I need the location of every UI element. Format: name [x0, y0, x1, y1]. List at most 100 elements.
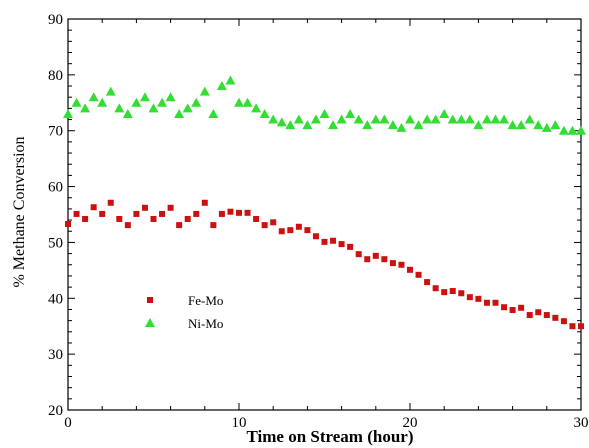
data-points [63, 75, 586, 330]
ni-mo-point [165, 92, 176, 102]
fe-mo-point [407, 266, 413, 273]
fe-mo-point [210, 222, 217, 229]
ni-mo-point [80, 103, 91, 113]
fe-mo-point [193, 210, 200, 217]
x-axis-label: Time on Stream (hour) [246, 427, 413, 446]
ni-mo-point [63, 108, 73, 118]
fe-mo-point [330, 237, 337, 244]
fe-mo-point [424, 279, 431, 286]
fe-mo-point [381, 256, 388, 263]
legend: Fe-Mo Ni-Mo [145, 293, 223, 331]
fe-mo-point [535, 309, 542, 316]
ni-mo-point [507, 120, 518, 130]
fe-mo-point [107, 199, 114, 206]
ni-mo-point [139, 92, 150, 102]
ni-mo-point [550, 120, 561, 130]
ni-mo-point [319, 108, 330, 118]
fe-mo-point [518, 304, 525, 311]
ni-mo-point [174, 108, 185, 118]
fe-mo-point [501, 304, 508, 311]
fe-mo-point [338, 241, 345, 248]
fe-mo-point [441, 289, 448, 296]
fe-mo-point [526, 312, 533, 319]
fe-mo-point [244, 209, 251, 216]
ni-mo-point [447, 114, 458, 124]
fe-mo-point [449, 288, 456, 295]
ni-mo-point [499, 114, 510, 124]
fe-mo-point [287, 227, 294, 234]
y-tick-label: 40 [48, 291, 63, 307]
y-tick-label: 80 [48, 68, 63, 84]
fe-mo-point [124, 222, 131, 229]
y-tick-label: 30 [48, 347, 63, 363]
ni-mo-point [336, 114, 347, 124]
legend-label-ni-mo: Ni-Mo [188, 316, 223, 331]
ni-mo-point [362, 120, 373, 130]
ni-mo-point [157, 97, 168, 107]
ni-mo-point [88, 92, 99, 102]
ni-mo-point [208, 108, 219, 118]
fe-mo-point [304, 227, 311, 234]
fe-mo-point [141, 204, 148, 211]
x-tick-label: 30 [574, 415, 589, 431]
ni-mo-point [234, 97, 244, 107]
fe-mo-point [236, 209, 242, 216]
ni-mo-point [524, 114, 535, 124]
fe-mo-point [65, 220, 71, 227]
fe-mo-point [364, 256, 371, 263]
ni-mo-point [370, 114, 381, 124]
ni-mo-point [576, 125, 586, 135]
ni-mo-point [259, 108, 270, 118]
ni-mo-point [191, 97, 202, 107]
ni-mo-point [131, 97, 142, 107]
fe-mo-point [321, 238, 328, 245]
ni-mo-point [293, 114, 304, 124]
fe-mo-point [509, 307, 516, 314]
ni-mo-point [302, 120, 313, 130]
ni-mo-point [533, 120, 544, 130]
fe-mo-point [295, 223, 302, 230]
fe-mo-point [99, 210, 106, 217]
ni-mo-point [122, 108, 133, 118]
fe-mo-point [312, 233, 319, 240]
fe-mo-point [82, 215, 89, 222]
fe-mo-point [159, 210, 166, 217]
fe-mo-point [398, 261, 405, 268]
ni-mo-point [464, 114, 475, 124]
plot-frame [67, 18, 582, 411]
fe-mo-point [355, 251, 362, 258]
fe-mo-point [90, 204, 97, 211]
fe-mo-point [201, 199, 208, 206]
fe-mo-point [552, 314, 559, 321]
ni-mo-point [516, 120, 527, 130]
legend-marker-ni-mo [145, 318, 155, 327]
ni-mo-point [481, 114, 492, 124]
ni-mo-point [242, 97, 253, 107]
ni-mo-point [71, 97, 82, 107]
y-tick-label: 90 [48, 12, 63, 28]
ni-mo-point [268, 114, 279, 124]
fe-mo-point [176, 222, 183, 229]
fe-mo-point [116, 215, 123, 222]
x-tick-label: 0 [64, 415, 72, 431]
ni-mo-point [387, 120, 398, 130]
fe-mo-point [167, 204, 174, 211]
fe-mo-point [347, 243, 354, 250]
fe-mo-point [483, 299, 490, 306]
ni-mo-point [413, 120, 424, 130]
ni-mo-point [558, 125, 569, 135]
fe-mo-point [389, 260, 396, 267]
legend-markers [145, 297, 155, 327]
y-tick-label: 70 [48, 124, 63, 140]
ni-mo-point [328, 120, 339, 130]
ni-mo-point [199, 86, 210, 96]
ni-mo-point [251, 103, 262, 113]
fe-mo-point [569, 323, 576, 330]
ni-mo-point [285, 120, 296, 130]
legend-marker-fe-mo [147, 297, 153, 303]
ni-mo-point [148, 103, 159, 113]
ni-mo-point [345, 108, 356, 118]
ni-mo-point [439, 108, 450, 118]
fe-mo-point [543, 312, 550, 319]
ni-mo-point [310, 114, 321, 124]
